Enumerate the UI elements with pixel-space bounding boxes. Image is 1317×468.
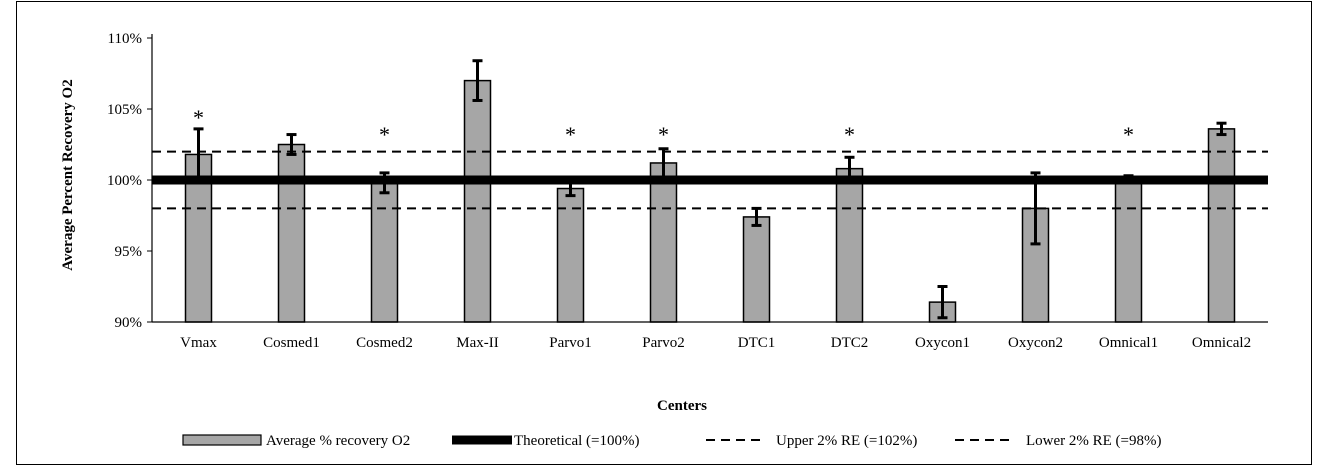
x-tick-label: DTC1 bbox=[738, 335, 776, 351]
significance-star-omnical1: * bbox=[1123, 122, 1134, 147]
legend-item: Lower 2% RE (=98%) bbox=[955, 433, 1162, 449]
bar-parvo2 bbox=[649, 162, 678, 323]
error-bar-vmax bbox=[193, 127, 204, 182]
y-tick-label: 105% bbox=[107, 102, 142, 118]
legend-label: Average % recovery O2 bbox=[266, 433, 410, 449]
legend-swatch bbox=[182, 434, 262, 446]
x-tick-label: Omnical1 bbox=[1099, 335, 1158, 351]
legend-item: Average % recovery O2 bbox=[182, 433, 410, 449]
chart-frame bbox=[16, 1, 1312, 465]
error-bar-parvo2 bbox=[658, 147, 669, 179]
bar-oxycon2 bbox=[1021, 207, 1050, 323]
error-bar-oxycon2 bbox=[1030, 171, 1041, 246]
x-tick-label: Cosmed1 bbox=[263, 335, 320, 351]
error-bar-dtc1 bbox=[751, 206, 762, 227]
significance-star-parvo2: * bbox=[658, 122, 669, 147]
legend-item: Theoretical (=100%) bbox=[452, 433, 640, 449]
bar-max-ii bbox=[463, 79, 492, 323]
legend-label: Theoretical (=100%) bbox=[514, 433, 640, 449]
legend-item: Upper 2% RE (=102%) bbox=[706, 433, 917, 449]
x-tick-label: Parvo1 bbox=[549, 335, 592, 351]
significance-star-dtc2: * bbox=[844, 122, 855, 147]
legend-label: Upper 2% RE (=102%) bbox=[776, 433, 917, 449]
x-tick-label: Omnical2 bbox=[1192, 335, 1251, 351]
bar-omnical1 bbox=[1114, 176, 1143, 323]
error-bar-omnical1 bbox=[1123, 174, 1134, 181]
legend: Average % recovery O2 Theoretical (=100%)… bbox=[182, 433, 1162, 449]
axes: 90% 95% 100% 105% 110% Vmax Cosmed1 Cosmed2 Max-… bbox=[107, 31, 1268, 351]
error-bar-cosmed2 bbox=[379, 171, 390, 195]
bar-dtc1 bbox=[742, 216, 771, 323]
bar-cosmed2 bbox=[370, 182, 399, 323]
error-bar-cosmed1 bbox=[286, 133, 297, 156]
x-tick-label: DTC2 bbox=[831, 335, 869, 351]
y-tick-label: 110% bbox=[108, 31, 142, 47]
x-tick-label: Oxycon1 bbox=[915, 335, 970, 351]
x-axis-title: Centers bbox=[657, 398, 707, 414]
y-tick-label: 90% bbox=[115, 315, 143, 331]
y-tick-label: 100% bbox=[107, 173, 142, 189]
bar-cosmed1 bbox=[277, 143, 306, 323]
plot-area: * * * * * * bbox=[152, 59, 1268, 323]
bar-dtc2 bbox=[835, 167, 864, 323]
significance-star-vmax: * bbox=[193, 105, 204, 130]
error-bar-oxycon1 bbox=[937, 285, 948, 320]
error-bar-max-ii bbox=[472, 59, 483, 102]
significance-star-parvo1: * bbox=[565, 122, 576, 147]
y-axis-title: Average Percent Recovery O2 bbox=[60, 79, 76, 270]
x-tick-label: Oxycon2 bbox=[1008, 335, 1063, 351]
significance-star-cosmed2: * bbox=[379, 122, 390, 147]
x-tick-label: Parvo2 bbox=[642, 335, 685, 351]
bar-omnical2 bbox=[1207, 128, 1236, 323]
x-tick-label: Vmax bbox=[180, 335, 217, 351]
y-tick-label: 95% bbox=[115, 244, 143, 260]
error-bar-dtc2 bbox=[844, 155, 855, 182]
error-bar-parvo1 bbox=[565, 179, 576, 198]
error-bar-omnical2 bbox=[1216, 121, 1227, 137]
legend-label: Lower 2% RE (=98%) bbox=[1026, 433, 1162, 449]
x-tick-label: Max-II bbox=[456, 335, 498, 351]
x-tick-label: Cosmed2 bbox=[356, 335, 413, 351]
